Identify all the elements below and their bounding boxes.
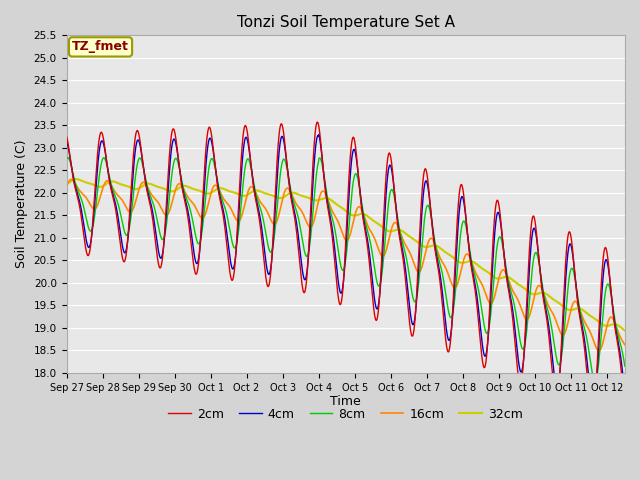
32cm <box>521 286 529 292</box>
16cm <box>67 177 75 182</box>
Y-axis label: Soil Temperature (C): Soil Temperature (C) <box>15 140 28 268</box>
16cm <box>276 210 284 216</box>
8cm <box>521 341 529 347</box>
8cm <box>227 233 235 239</box>
8cm <box>535 259 543 265</box>
4cm <box>275 147 283 153</box>
2cm <box>621 406 628 412</box>
2cm <box>535 255 543 261</box>
2cm <box>314 119 321 125</box>
4cm <box>589 401 597 407</box>
4cm <box>484 331 492 337</box>
32cm <box>128 185 136 191</box>
4cm <box>63 139 70 145</box>
8cm <box>63 156 70 162</box>
32cm <box>484 270 492 276</box>
2cm <box>484 327 492 333</box>
Line: 32cm: 32cm <box>67 179 625 331</box>
8cm <box>621 363 628 369</box>
4cm <box>621 391 628 396</box>
4cm <box>227 260 235 265</box>
8cm <box>128 204 136 210</box>
16cm <box>63 184 70 190</box>
2cm <box>128 172 136 178</box>
16cm <box>621 342 628 348</box>
16cm <box>535 283 543 288</box>
32cm <box>276 195 284 201</box>
32cm <box>63 181 70 187</box>
4cm <box>315 132 323 137</box>
2cm <box>589 412 596 418</box>
Title: Tonzi Soil Temperature Set A: Tonzi Soil Temperature Set A <box>237 15 454 30</box>
Line: 4cm: 4cm <box>67 134 625 404</box>
8cm <box>591 378 599 384</box>
16cm <box>521 315 529 321</box>
8cm <box>64 155 72 160</box>
4cm <box>535 255 543 261</box>
16cm <box>227 205 235 211</box>
2cm <box>521 334 529 340</box>
Text: TZ_fmet: TZ_fmet <box>72 40 129 53</box>
Line: 16cm: 16cm <box>67 180 625 351</box>
4cm <box>521 340 529 346</box>
X-axis label: Time: Time <box>330 396 361 408</box>
16cm <box>484 298 492 304</box>
8cm <box>276 180 284 186</box>
32cm <box>72 176 80 182</box>
32cm <box>535 290 543 296</box>
Legend: 2cm, 4cm, 8cm, 16cm, 32cm: 2cm, 4cm, 8cm, 16cm, 32cm <box>163 403 528 426</box>
2cm <box>227 274 235 280</box>
16cm <box>128 208 136 214</box>
2cm <box>275 130 283 135</box>
8cm <box>484 327 492 333</box>
32cm <box>621 328 628 334</box>
4cm <box>128 185 136 191</box>
16cm <box>595 348 603 354</box>
32cm <box>227 189 235 194</box>
Line: 8cm: 8cm <box>67 157 625 381</box>
Line: 2cm: 2cm <box>67 122 625 415</box>
2cm <box>63 133 70 139</box>
